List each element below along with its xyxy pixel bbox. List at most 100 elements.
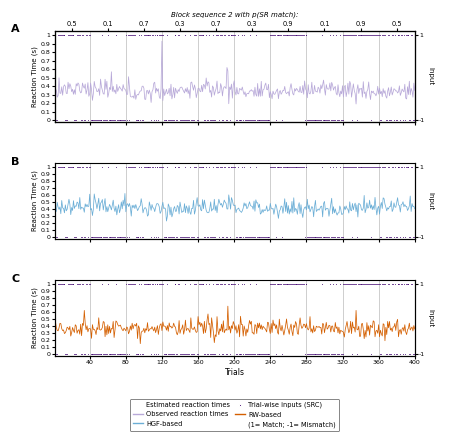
Point xyxy=(373,32,381,39)
Point xyxy=(235,234,243,241)
Point xyxy=(398,32,406,39)
Point xyxy=(123,117,130,124)
Point xyxy=(328,234,336,241)
Point xyxy=(202,32,210,39)
Point xyxy=(77,351,84,358)
Point xyxy=(61,163,68,170)
Point xyxy=(344,163,352,170)
Point xyxy=(111,234,119,241)
Point xyxy=(158,32,166,39)
Point xyxy=(143,32,150,39)
Point xyxy=(96,117,103,124)
Point xyxy=(266,163,274,170)
Point xyxy=(342,163,350,170)
Point xyxy=(274,32,282,39)
Point xyxy=(362,32,370,39)
Point xyxy=(255,234,262,241)
Point xyxy=(189,234,196,241)
Point xyxy=(224,32,232,39)
Point xyxy=(140,280,148,287)
Point xyxy=(219,117,227,124)
Point xyxy=(194,117,202,124)
Point xyxy=(382,234,390,241)
Point xyxy=(358,32,365,39)
Point xyxy=(258,117,266,124)
Point xyxy=(317,117,325,124)
Point xyxy=(364,32,372,39)
Point xyxy=(406,234,414,241)
Point xyxy=(127,32,134,39)
Point xyxy=(366,280,374,287)
Point xyxy=(81,117,88,124)
Point xyxy=(165,234,173,241)
Point xyxy=(54,234,61,241)
Point xyxy=(373,280,381,287)
Point xyxy=(160,234,167,241)
Point xyxy=(365,280,373,287)
Point xyxy=(410,117,418,124)
Point xyxy=(114,117,121,124)
Point xyxy=(299,280,307,287)
Point xyxy=(270,280,278,287)
Point xyxy=(230,163,238,170)
Point xyxy=(302,280,310,287)
Point xyxy=(361,32,369,39)
Point xyxy=(180,234,187,241)
Point xyxy=(227,280,234,287)
Point xyxy=(222,117,230,124)
Point xyxy=(231,32,239,39)
Point xyxy=(237,234,244,241)
Point xyxy=(280,32,288,39)
Point xyxy=(196,32,204,39)
Point xyxy=(289,32,297,39)
Point xyxy=(315,351,323,358)
Point xyxy=(73,280,81,287)
Point xyxy=(91,117,98,124)
Point xyxy=(256,117,264,124)
Point xyxy=(376,280,383,287)
Point xyxy=(375,280,383,287)
Point xyxy=(129,280,137,287)
Point xyxy=(334,234,342,241)
Point xyxy=(331,351,339,358)
Point xyxy=(182,280,189,287)
Point xyxy=(388,163,396,170)
Point xyxy=(121,117,129,124)
Point xyxy=(319,234,327,241)
Point xyxy=(144,280,151,287)
Point xyxy=(113,234,120,241)
Point xyxy=(370,163,378,170)
Point xyxy=(402,32,410,39)
Point xyxy=(321,234,328,241)
Point xyxy=(151,163,158,170)
Point xyxy=(149,280,157,287)
Point xyxy=(123,234,130,241)
Point xyxy=(292,280,300,287)
Point xyxy=(246,351,253,358)
Point xyxy=(102,117,110,124)
Point xyxy=(298,32,306,39)
Point xyxy=(341,163,349,170)
Point xyxy=(389,32,397,39)
Point xyxy=(100,234,107,241)
Point xyxy=(259,351,267,358)
Point xyxy=(194,234,202,241)
Point xyxy=(238,32,246,39)
Point xyxy=(64,280,72,287)
Point xyxy=(335,351,343,358)
Point xyxy=(207,234,215,241)
Point xyxy=(103,351,110,358)
Point xyxy=(400,280,408,287)
Point xyxy=(240,280,248,287)
X-axis label: Block sequence 2 with p(SR match):: Block sequence 2 with p(SR match): xyxy=(171,11,298,18)
Point xyxy=(326,163,334,170)
Point xyxy=(179,234,186,241)
Point xyxy=(241,234,249,241)
Point xyxy=(263,234,271,241)
Point xyxy=(284,280,292,287)
Point xyxy=(285,163,293,170)
Point xyxy=(88,351,95,358)
Point xyxy=(200,280,207,287)
Point xyxy=(313,117,321,124)
Point xyxy=(236,117,243,124)
